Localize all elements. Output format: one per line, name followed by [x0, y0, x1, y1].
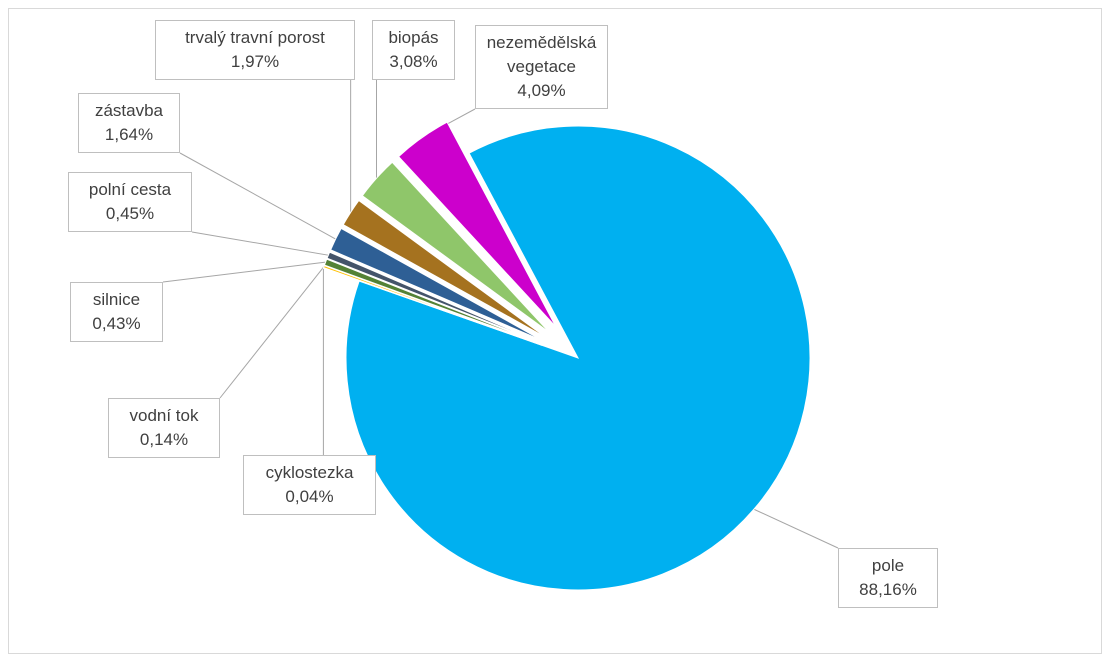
category-label: zástavba: [94, 101, 164, 120]
leader-line: [219, 266, 325, 399]
value-label: 3,08%: [389, 52, 438, 71]
data-label: zástavba 1,64%: [78, 93, 180, 153]
data-label: vodní tok 0,14%: [108, 398, 220, 458]
pie-slice: [323, 258, 543, 345]
pie-slice: [326, 251, 544, 344]
leader-lines: [162, 80, 839, 549]
slices: [322, 121, 811, 591]
pie-slice: [361, 161, 551, 334]
leader-line: [162, 261, 326, 283]
data-label: pole 88,16%: [838, 548, 938, 608]
category-label: nezemědělská vegetace: [486, 33, 597, 76]
value-label: 88,16%: [859, 580, 917, 599]
category-label: polní cesta: [88, 180, 172, 199]
pie-slice: [397, 121, 557, 328]
category-label: biopás: [388, 28, 439, 47]
value-label: 4,09%: [517, 81, 566, 100]
category-label: pole: [871, 556, 905, 575]
pie-slice: [342, 199, 547, 338]
leader-line: [753, 508, 839, 549]
category-label: vodní tok: [129, 406, 199, 425]
data-label: silnice 0,43%: [70, 282, 163, 342]
data-label: trvalý travní porost 1,97%: [155, 20, 355, 80]
data-label: polní cesta 0,45%: [68, 172, 192, 232]
category-label: cyklostezka: [265, 463, 354, 482]
value-label: 0,14%: [139, 430, 189, 449]
value-label: 0,43%: [92, 314, 141, 333]
value-label: 1,64%: [104, 125, 154, 144]
value-label: 0,45%: [105, 204, 155, 223]
pie-slice: [329, 227, 545, 342]
data-label: cyklostezka 0,04%: [243, 455, 376, 515]
leader-line: [191, 231, 329, 256]
value-label: 0,04%: [285, 487, 334, 506]
data-label: nezemědělská vegetace 4,09%: [475, 25, 608, 109]
data-label: biopás 3,08%: [372, 20, 455, 80]
leader-line: [179, 152, 336, 240]
pie-slice: [322, 265, 543, 346]
category-label: silnice: [92, 290, 141, 309]
chart-frame: [8, 8, 1102, 654]
category-label: trvalý travní porost: [185, 28, 325, 47]
value-label: 1,97%: [230, 52, 280, 71]
